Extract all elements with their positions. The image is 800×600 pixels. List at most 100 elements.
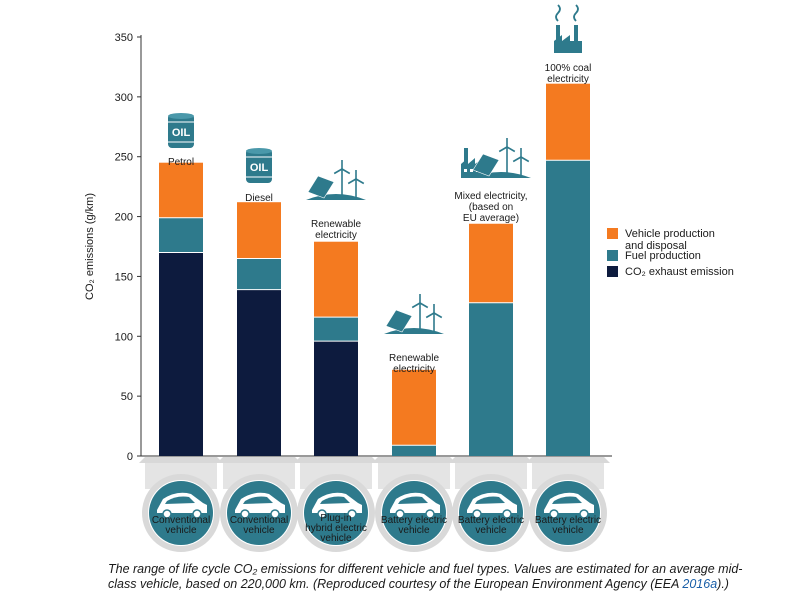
legend-label: CO₂ exhaust emission	[625, 266, 734, 278]
category-label: hybrid electric	[305, 523, 367, 534]
car-wheel	[395, 509, 405, 519]
bar-segment	[159, 252, 203, 456]
factory-window	[470, 169, 473, 172]
fuel-label: electricity	[547, 74, 589, 85]
factory-chimney	[556, 25, 560, 41]
barrel-label: OIL	[250, 162, 269, 174]
bar-segment	[237, 289, 281, 456]
bar-segment	[546, 83, 590, 161]
solar-panel	[472, 153, 500, 177]
vehicle-icons: ConventionalvehicleConventionalvehiclePl…	[142, 474, 607, 552]
car-wheel	[502, 509, 512, 519]
oil-barrel-icon: OIL	[246, 148, 272, 183]
bar-segment	[237, 258, 281, 290]
caption-tail: ).)	[717, 577, 729, 591]
y-tick-label: 50	[121, 391, 133, 403]
car-icon	[529, 474, 607, 552]
turbine-blade	[333, 168, 343, 175]
turbine-blade	[433, 312, 443, 319]
car-icon	[142, 474, 220, 552]
y-tick-label: 350	[115, 32, 133, 44]
category-label: vehicle	[320, 533, 352, 544]
car-window	[320, 496, 350, 504]
solar-panel	[307, 175, 335, 199]
factory-chimney	[574, 25, 578, 41]
legend-label: and disposal	[625, 240, 687, 252]
bar-segment	[159, 217, 203, 253]
y-tick-label: 300	[115, 92, 133, 104]
bar-segment	[314, 317, 358, 342]
car-wheel	[549, 509, 559, 519]
bar-segment	[314, 241, 358, 318]
category-label: vehicle	[165, 525, 197, 536]
car-wheel	[579, 509, 589, 519]
pillar-cap	[217, 457, 301, 463]
car-icon	[452, 474, 530, 552]
category-label: Conventional	[152, 515, 210, 526]
factory-solar-wind-icon	[461, 138, 531, 178]
fuel-label: 100% coal	[545, 63, 592, 74]
car-wheel	[162, 509, 172, 519]
category-label: vehicle	[475, 525, 507, 536]
turbine-blade	[355, 178, 365, 185]
fuel-label: Diesel	[245, 193, 273, 204]
bar-segment	[469, 302, 513, 456]
pillar-cap	[449, 457, 533, 463]
car-wheel	[240, 509, 250, 519]
car-window	[475, 496, 505, 504]
bar-segment	[314, 341, 358, 456]
car-icon	[297, 474, 375, 552]
smoke-plume	[573, 4, 579, 22]
category-pillars	[139, 457, 610, 489]
category-label: Plug-in	[320, 513, 351, 524]
category-label: Battery electric	[381, 515, 447, 526]
coal-factory-icon	[554, 4, 582, 53]
bar-segment	[546, 160, 590, 456]
y-tick-label: 100	[115, 331, 133, 343]
oil-barrel-icon: OIL	[168, 113, 194, 148]
bar-segment	[159, 162, 203, 218]
caption-reference-link[interactable]: 2016a	[682, 577, 718, 591]
car-window	[552, 496, 582, 504]
factory-chimney	[464, 148, 468, 164]
y-tick-label: 200	[115, 212, 133, 224]
car-wheel	[317, 509, 327, 519]
y-tick-label: 250	[115, 152, 133, 164]
car-window	[165, 496, 195, 504]
barrel-label: OIL	[172, 127, 191, 139]
category-label: vehicle	[552, 525, 584, 536]
car-wheel	[270, 509, 280, 519]
turbine-blade	[425, 312, 435, 319]
solar-wind-icon	[384, 294, 444, 334]
category-label: vehicle	[243, 525, 275, 536]
turbine-blade	[411, 302, 421, 309]
legend-swatch	[607, 250, 618, 261]
legend-label: Vehicle production	[625, 228, 715, 240]
legend-label: Fuel production	[625, 250, 701, 262]
bar-segment	[469, 223, 513, 303]
car-wheel	[347, 509, 357, 519]
turbine-blade	[498, 146, 508, 153]
pillar-cap	[139, 457, 223, 463]
fuel-label: electricity	[393, 364, 435, 375]
category-label: Conventional	[230, 515, 288, 526]
y-axis-title: CO₂ emissions (g/km)	[84, 193, 96, 300]
solar-panel	[385, 309, 413, 333]
car-icon	[375, 474, 453, 552]
car-wheel	[425, 509, 435, 519]
fuel-label: Mixed electricity,	[454, 191, 527, 202]
turbine-blade	[506, 146, 516, 153]
car-icon	[220, 474, 298, 552]
category-label: Battery electric	[458, 515, 524, 526]
caption-text: The range of life cycle CO₂ emissions fo…	[108, 562, 743, 591]
pillar-cap	[294, 457, 378, 463]
figure-caption: The range of life cycle CO₂ emissions fo…	[108, 562, 758, 592]
car-wheel	[472, 509, 482, 519]
y-tick-label: 0	[127, 451, 133, 463]
car-window	[398, 496, 428, 504]
barrel-top	[168, 113, 194, 119]
category-label: vehicle	[398, 525, 430, 536]
bar-segment	[392, 369, 436, 446]
